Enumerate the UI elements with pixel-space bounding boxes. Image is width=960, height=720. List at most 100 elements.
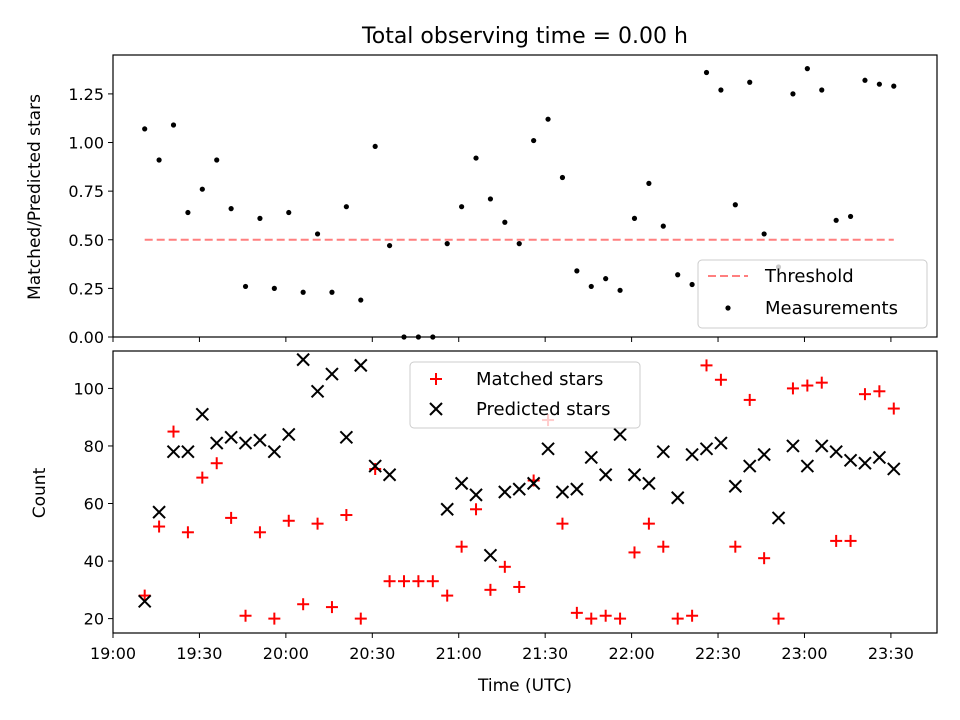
measurement-point: [675, 272, 681, 278]
measurement-point: [847, 213, 854, 220]
matched-star-point: [225, 511, 238, 524]
predicted-star-stroke: [714, 436, 728, 450]
legend-measurements-swatch: [725, 305, 731, 311]
matched-star-point: [513, 580, 526, 593]
counts-xtick-label: 22:30: [695, 644, 741, 663]
predicted-star-stroke: [512, 482, 526, 496]
matched-star-point: [196, 471, 209, 484]
matched-star-point: [786, 382, 799, 395]
matched-star-point: [714, 373, 727, 386]
matched-star-point: [887, 402, 900, 415]
predicted-star-stroke: [786, 439, 800, 453]
measurement-point: [747, 79, 753, 85]
matched-star-point: [268, 612, 281, 625]
ratio-data: [142, 66, 897, 340]
counts-xtick-label: 19:30: [176, 644, 222, 663]
predicted-star-stroke: [137, 594, 152, 609]
predicted-star-point: [210, 436, 224, 450]
measurement-point: [689, 281, 695, 288]
measurement-point: [329, 289, 335, 295]
measurement-point: [732, 202, 738, 208]
measurement-point: [660, 223, 666, 229]
predicted-star-stroke: [354, 358, 368, 373]
counts-xtick-label: 22:00: [609, 644, 655, 663]
predicted-star-point: [238, 436, 253, 450]
matched-star-point: [239, 609, 252, 622]
ratio-panel: 0.00 0.25 0.50 0.75 1.00 1.25 Matched/Predict…: [25, 54, 938, 347]
matched-star-point: [801, 379, 814, 392]
predicted-star-point: [195, 407, 210, 422]
predicted-star-point: [454, 476, 469, 491]
predicted-star-point: [642, 476, 656, 491]
predicted-star-stroke: [771, 511, 786, 525]
predicted-star-point: [555, 485, 570, 499]
matched-star-point: [484, 583, 497, 596]
measurement-point: [286, 209, 292, 216]
predicted-star-point: [541, 442, 555, 456]
measurement-point: [631, 215, 638, 221]
predicted-star-point: [699, 442, 714, 456]
predicted-star-stroke: [469, 488, 483, 502]
predicted-star-point: [570, 482, 584, 496]
matched-star-point: [614, 612, 627, 625]
predicted-star-stroke: [210, 436, 224, 450]
predicted-star-point: [310, 384, 325, 398]
predicted-star-stroke: [800, 459, 815, 473]
predicted-star-point: [685, 447, 699, 462]
predicted-star-point: [872, 450, 887, 465]
predicted-star-stroke: [152, 505, 166, 519]
counts-xtick-label: 20:00: [263, 644, 309, 663]
matched-star-point: [311, 517, 324, 530]
predicted-star-point: [728, 479, 743, 493]
predicted-star-point: [829, 445, 843, 459]
counts-ytick-label: 60: [84, 495, 104, 514]
measurement-point: [761, 231, 767, 237]
ratio-ytick-label: 0.75: [68, 182, 104, 201]
matched-star-point: [498, 560, 511, 573]
predicted-star-point: [743, 459, 757, 473]
predicted-star-stroke: [743, 459, 757, 473]
predicted-star-stroke: [670, 491, 685, 505]
predicted-star-point: [339, 430, 354, 445]
counts-ytick-label: 40: [84, 552, 104, 571]
legend-matched-label: Matched stars: [476, 369, 603, 390]
predicted-star-point: [786, 439, 800, 453]
measurement-point: [459, 204, 465, 210]
measurement-point: [343, 204, 349, 210]
predicted-star-point: [181, 445, 195, 459]
measurement-point: [574, 268, 580, 274]
predicted-star-point: [613, 427, 627, 442]
ratio-legend: Threshold Measurements: [697, 259, 928, 329]
ratio-ytick-label: 0.25: [68, 279, 104, 298]
measurement-point: [646, 180, 652, 186]
predicted-star-point: [598, 468, 613, 482]
counts-xtick-label: 21:30: [522, 644, 568, 663]
measurement-point: [185, 209, 191, 216]
measurement-point: [703, 69, 710, 76]
predicted-star-stroke: [181, 445, 195, 459]
matched-star-point: [642, 517, 655, 530]
measurement-point: [372, 143, 378, 150]
chart-title: Total observing time = 0.00 h: [361, 24, 688, 49]
predicted-star-stroke: [757, 447, 771, 462]
predicted-star-point: [368, 459, 382, 473]
predicted-star-stroke: [310, 384, 325, 398]
predicted-star-stroke: [238, 436, 253, 450]
counts-ytick-label: 100: [73, 379, 104, 398]
legend-predicted-swatch: [429, 402, 443, 416]
matched-star-point: [556, 517, 569, 530]
measurement-point: [617, 287, 623, 293]
counts-xtick-label: 23:30: [868, 644, 914, 663]
matched-star-point: [657, 540, 670, 553]
predicted-star-point: [526, 476, 541, 491]
matched-star-point: [815, 376, 828, 389]
counts-ytick-label: 80: [84, 437, 104, 456]
legend-threshold-label: Threshold: [764, 266, 854, 287]
predicted-star-point: [267, 445, 282, 459]
predicted-star-point: [584, 450, 598, 465]
predicted-star-point: [152, 505, 166, 519]
predicted-star-stroke: [858, 456, 872, 470]
measurement-point: [156, 157, 162, 163]
counts-data: [137, 352, 901, 625]
counts-ytick-label: 20: [84, 610, 104, 629]
